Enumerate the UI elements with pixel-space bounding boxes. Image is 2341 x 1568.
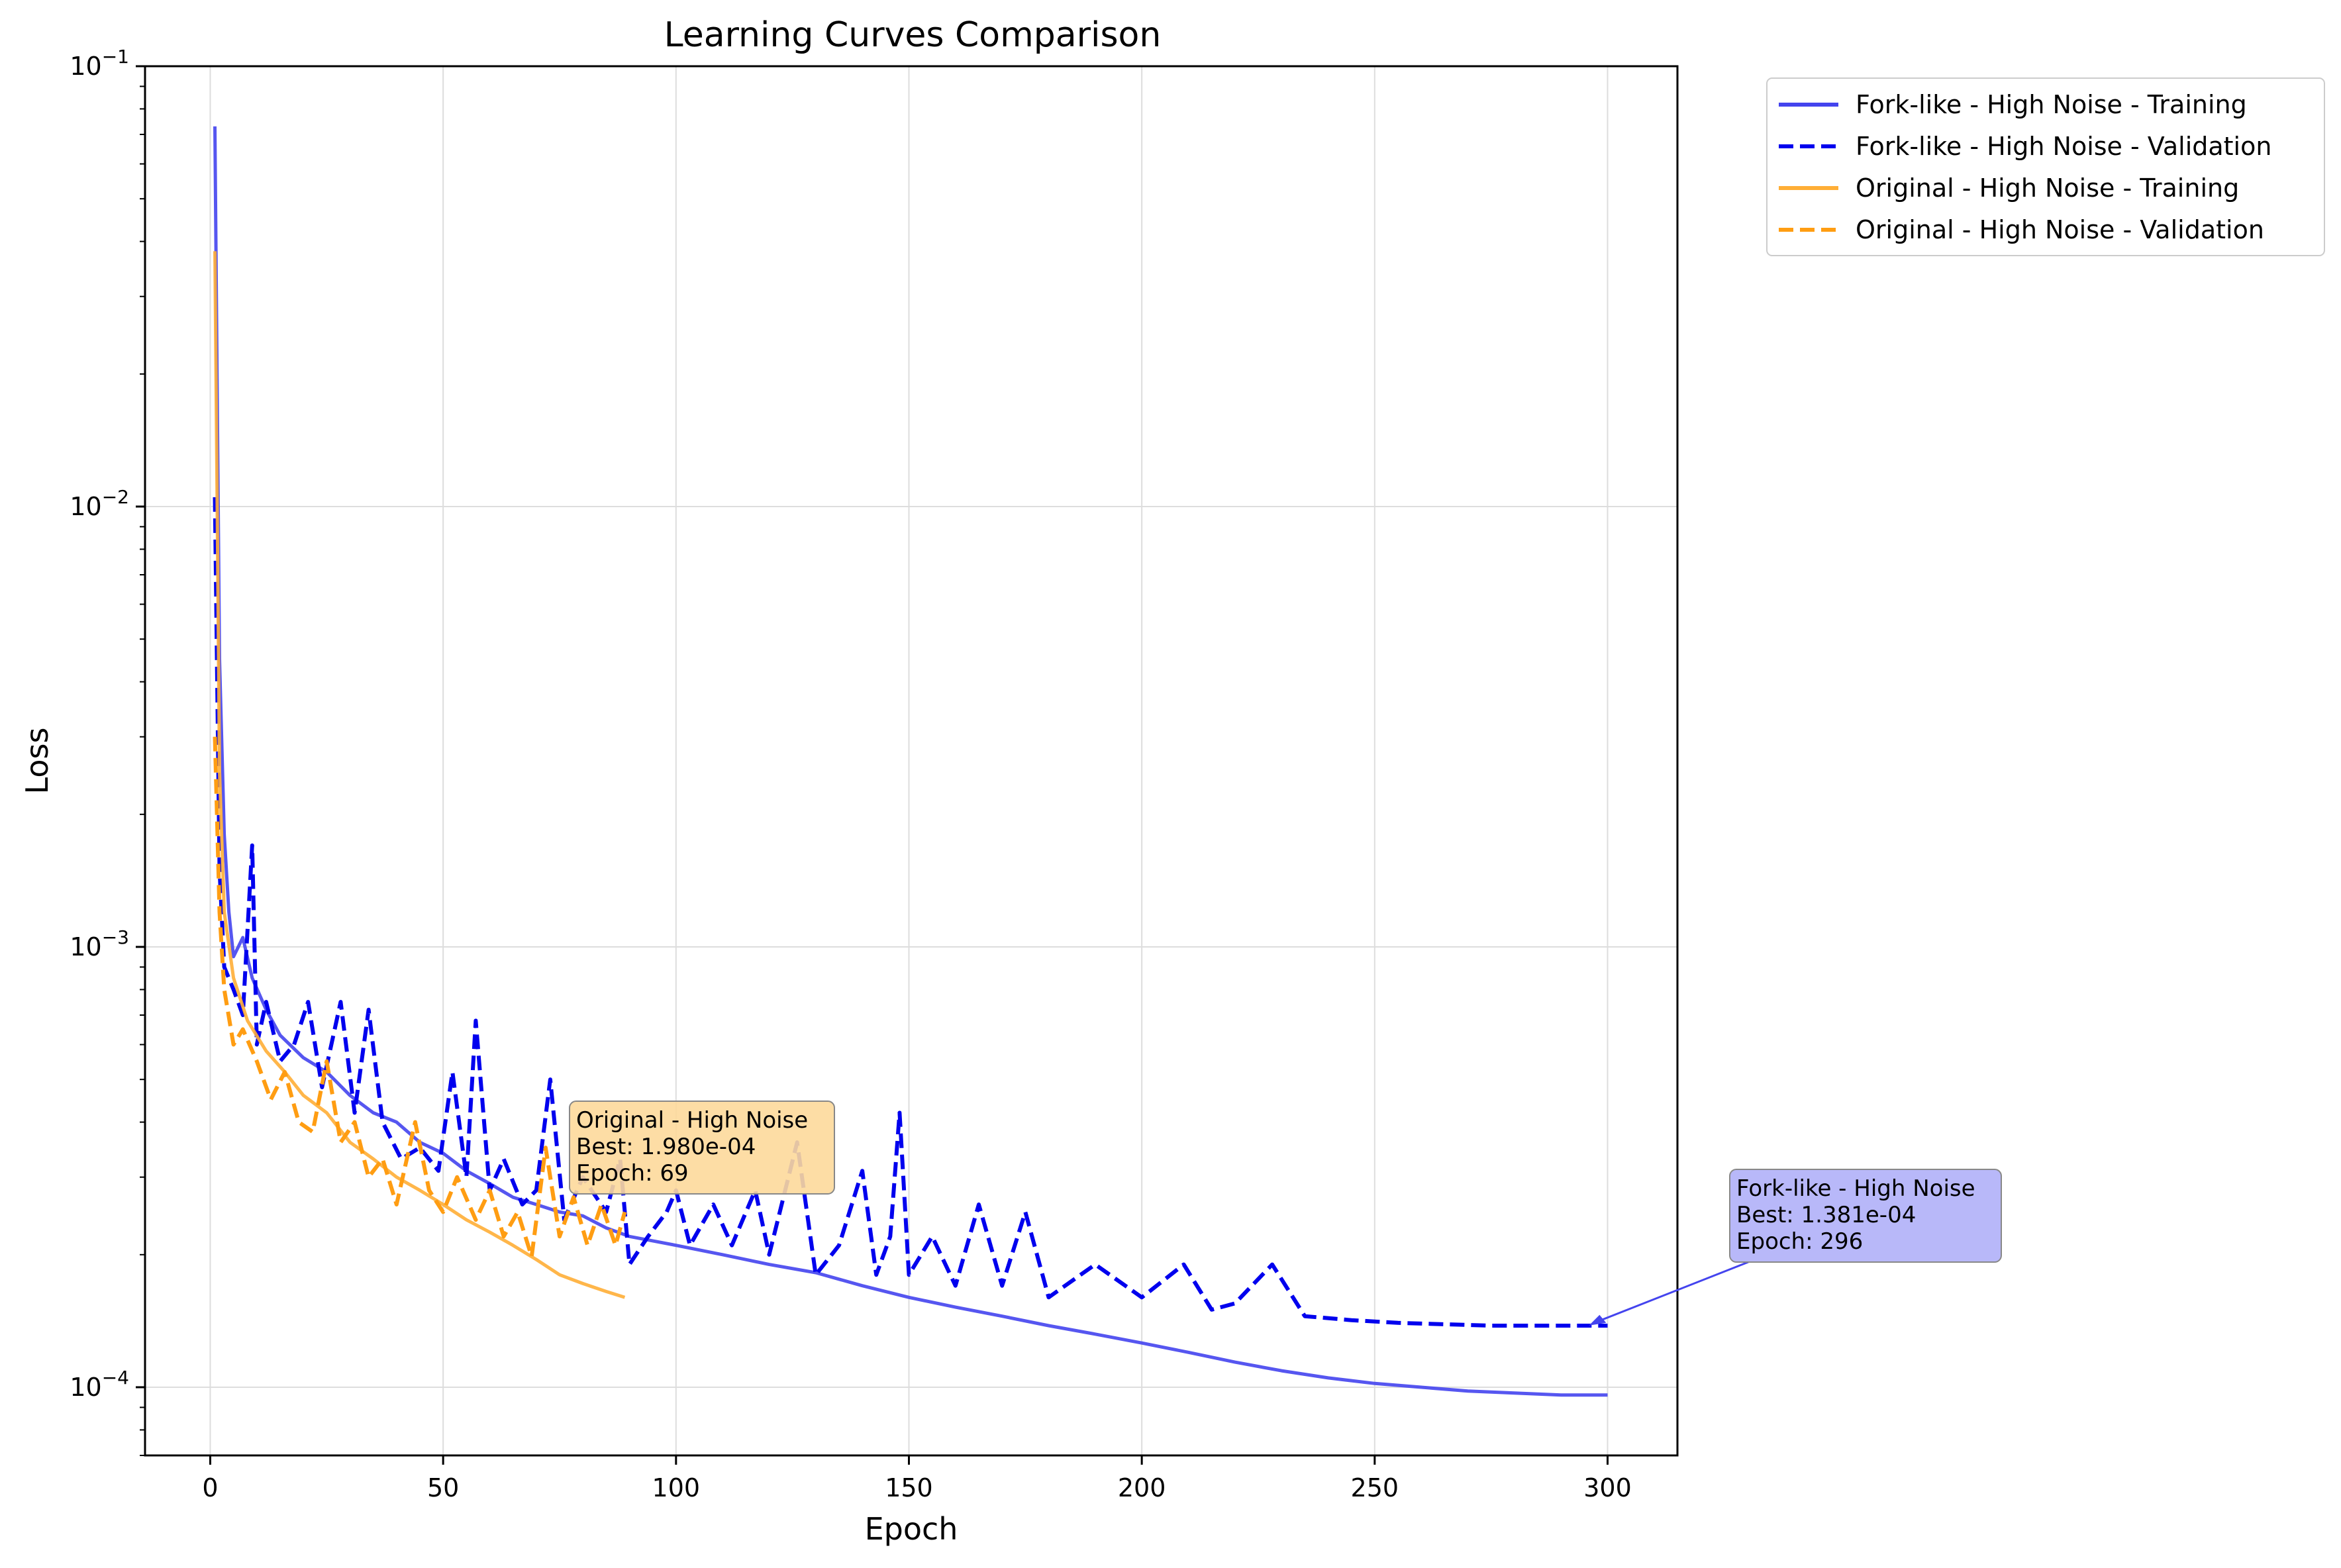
x-tick-label: 300 — [1583, 1473, 1632, 1502]
y-axis-label: Loss — [19, 728, 55, 795]
x-tick-label: 250 — [1351, 1473, 1399, 1502]
x-tick-label: 50 — [427, 1473, 459, 1502]
axes: 0 50 100 150 200 250 300 10−4 10−3 10−2 10−1 — [70, 46, 1631, 1502]
x-tick-label: 100 — [652, 1473, 701, 1502]
annotation-arrowhead — [1589, 1314, 1607, 1326]
legend-item: Original - High Noise - Training — [1779, 173, 2239, 203]
series-lines — [213, 126, 1608, 1397]
legend-frame — [1766, 77, 2325, 256]
legend-item: Original - High Noise - Validation — [1779, 215, 2264, 244]
legend-item: Fork-like - High Noise - Training — [1779, 90, 2247, 119]
y-tick-label: 10−3 — [70, 926, 129, 961]
legend-item: Fork-like - High Noise - Validation — [1779, 132, 2271, 161]
annotation-text: Original - High Noise — [576, 1107, 808, 1134]
annotation-background — [1729, 1169, 2002, 1263]
x-axis-label: Epoch — [865, 1511, 958, 1547]
annotation-text: Best: 1.381e-04 — [1736, 1202, 1916, 1228]
plot-frame — [144, 65, 1679, 1457]
annotation-text: Epoch: 69 — [576, 1160, 689, 1187]
legend-label: Fork-like - High Noise - Validation — [1856, 132, 2271, 161]
y-tick-label: 10−2 — [70, 486, 129, 521]
x-tick-label: 150 — [885, 1473, 933, 1502]
legend-label: Original - High Noise - Training — [1856, 173, 2239, 203]
chart-title: Learning Curves Comparison — [664, 15, 1162, 55]
x-tick-label: 0 — [202, 1473, 218, 1502]
annotation-text: Epoch: 296 — [1736, 1228, 1863, 1255]
annotation-text: Best: 1.980e-04 — [576, 1134, 756, 1160]
legend-label: Fork-like - High Noise - Training — [1856, 90, 2247, 119]
series-line — [213, 497, 1608, 1328]
series-line — [213, 736, 627, 1259]
annotation-background — [569, 1101, 835, 1195]
legend: Fork-like - High Noise - Training Fork-li… — [1766, 77, 2325, 256]
annotation-arrow — [1593, 1261, 1749, 1324]
y-tick-label: 10−4 — [70, 1367, 129, 1402]
y-tick-label: 10−1 — [70, 46, 129, 81]
legend-label: Original - High Noise - Validation — [1856, 215, 2264, 244]
annotation-text: Fork-like - High Noise — [1736, 1175, 1975, 1202]
x-tick-label: 200 — [1118, 1473, 1166, 1502]
